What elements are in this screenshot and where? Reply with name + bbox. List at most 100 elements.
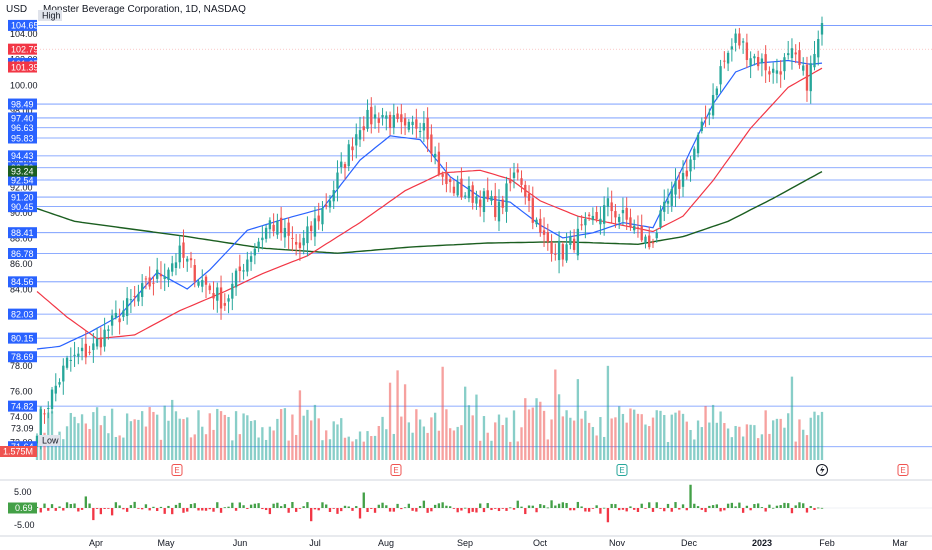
- level-price-tag: 88.41: [11, 228, 34, 238]
- oscillator-bar: [148, 508, 151, 511]
- oscillator-bar: [524, 508, 527, 515]
- volume-tag-bg[interactable]: [0, 446, 37, 457]
- candle: [197, 281, 200, 286]
- volume-bar: [426, 432, 429, 460]
- volume-bar: [460, 425, 463, 460]
- level-price-tag-bg[interactable]: [8, 19, 37, 31]
- level-price-tag: 92.54: [11, 175, 34, 185]
- level-price-tag-bg[interactable]: [8, 201, 37, 213]
- oscillator-bar: [39, 508, 42, 513]
- candle: [625, 207, 628, 220]
- price-axis[interactable]: 104.00102.00100.0098.0096.0094.0092.0090…: [0, 19, 39, 530]
- y-tick-label: 92.00: [10, 182, 33, 192]
- volume-bar: [347, 436, 350, 460]
- candle: [340, 161, 343, 168]
- oscillator-bar: [501, 508, 504, 509]
- level-price-tag: 80.15: [11, 333, 34, 343]
- oscillator-bar: [790, 508, 794, 514]
- volume-bar: [433, 412, 437, 460]
- level-price-tag-bg[interactable]: [8, 174, 37, 186]
- level-price-tag-bg[interactable]: [8, 247, 37, 259]
- oscillator-bar: [554, 505, 557, 508]
- y-tick-label: 84.00: [10, 284, 33, 294]
- candle: [618, 216, 621, 223]
- oscillator-bar: [418, 505, 422, 508]
- candle: [257, 241, 260, 248]
- volume-bar: [734, 425, 737, 460]
- candle: [313, 218, 317, 237]
- oscillator-bar: [704, 508, 707, 513]
- low-marker-label: Low: [42, 436, 59, 446]
- oscillator-bar: [475, 508, 478, 513]
- earnings-badge[interactable]: [390, 464, 402, 476]
- volume-bar: [445, 409, 448, 460]
- volume-bar: [261, 427, 264, 460]
- oscillator-bar: [745, 505, 749, 508]
- volume-bar: [388, 382, 392, 460]
- level-price-tag-bg[interactable]: [8, 332, 37, 344]
- oscillator-bar: [760, 507, 764, 508]
- oscillator-bar: [539, 504, 542, 508]
- candle: [509, 179, 512, 184]
- time-axis[interactable]: Apr May Jun Jul Aug Sep Oct Nov Dec 2023 Feb Mar: [0, 535, 932, 548]
- x-tick-label: Oct: [533, 538, 548, 548]
- level-price-tag-bg[interactable]: [8, 351, 37, 363]
- level-price-tag-bg[interactable]: [8, 276, 37, 288]
- oscillator-bar: [512, 508, 516, 510]
- volume-bar: [629, 408, 632, 460]
- candle: [790, 48, 794, 59]
- osc-current-tag-bg[interactable]: [8, 502, 37, 514]
- level-price-tag-bg[interactable]: [8, 150, 37, 162]
- low-value-label: 73.09: [11, 424, 34, 434]
- candle: [302, 237, 305, 246]
- price-tag-bg[interactable]: [8, 165, 37, 177]
- x-tick-label: Mar: [892, 538, 908, 548]
- candle: [189, 258, 193, 261]
- price-tag-bg[interactable]: [8, 43, 37, 55]
- candle: [231, 283, 234, 299]
- level-price-tag-bg[interactable]: [8, 122, 37, 134]
- volume-bar: [779, 418, 782, 460]
- level-price-tag: 86.78: [11, 249, 34, 259]
- earnings-badge[interactable]: [171, 464, 183, 476]
- replay-button[interactable]: [816, 464, 828, 476]
- volume-bar: [448, 428, 452, 460]
- oscillator-bar: [715, 504, 718, 508]
- earnings-badge[interactable]: [616, 464, 628, 476]
- oscillator-bar: [651, 508, 655, 512]
- level-price-tag-bg[interactable]: [8, 112, 37, 124]
- osc-current-tag: 0.69: [15, 503, 33, 513]
- oscillator-bar: [689, 484, 692, 508]
- level-price-tag-bg[interactable]: [8, 132, 37, 144]
- volume-bar: [817, 415, 820, 460]
- candle: [708, 112, 711, 115]
- oscillator-bar: [272, 503, 275, 508]
- price-tag-bg[interactable]: [8, 61, 37, 73]
- candle: [636, 227, 640, 229]
- candle: [516, 169, 519, 173]
- candle: [186, 258, 189, 262]
- oscillator-bar: [347, 506, 350, 508]
- earnings-badge[interactable]: [897, 464, 909, 476]
- level-price-tag: 97.40: [11, 113, 34, 123]
- oscillator-bar: [516, 500, 519, 508]
- level-price-tag-bg[interactable]: [8, 191, 37, 203]
- candle: [433, 153, 437, 158]
- oscillator-bar: [467, 508, 471, 514]
- volume-bar: [813, 411, 816, 460]
- oscillator-bar: [302, 506, 305, 508]
- candle: [403, 118, 407, 126]
- level-price-tag-bg[interactable]: [8, 227, 37, 239]
- volume-bar: [355, 439, 358, 460]
- osc-tick-label: -5.00: [14, 520, 35, 530]
- candle: [764, 54, 767, 71]
- level-price-tag-bg[interactable]: [8, 308, 37, 320]
- level-price-tag-bg[interactable]: [8, 400, 37, 412]
- volume-bar: [708, 422, 711, 460]
- oscillator-bar: [223, 507, 226, 509]
- volume-bar: [84, 423, 87, 460]
- candle: [152, 282, 155, 284]
- level-price-tag-bg[interactable]: [8, 98, 37, 110]
- x-tick-label: Nov: [609, 538, 626, 548]
